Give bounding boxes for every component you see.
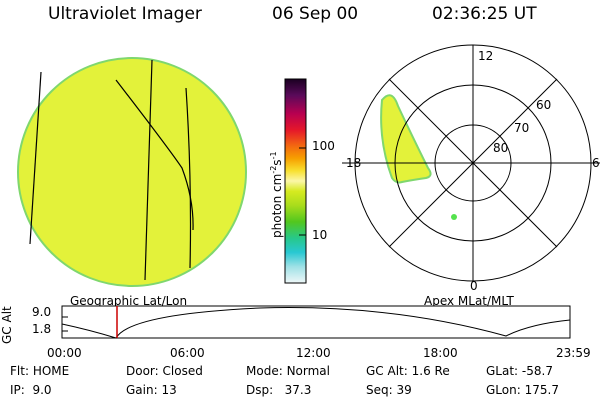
dsp-label: Dsp: (246, 383, 274, 397)
polar-grid (342, 44, 600, 282)
gc-alt-value: 1.6 Re (411, 364, 450, 378)
mlt-label-18: 18 (346, 156, 361, 170)
mlt-label-12: 12 (478, 49, 493, 63)
glon-info: GLon: 175.7 (486, 383, 559, 397)
gc-alt-label: GC Alt: (366, 364, 408, 378)
colorbar-tick-label-100: 100 (312, 139, 335, 153)
apex-label: Apex MLat/MLT (424, 294, 514, 308)
gc-alt-info: GC Alt: 1.6 Re (366, 364, 450, 378)
ip-label: IP: (10, 383, 25, 397)
glon-value: 175.7 (524, 383, 559, 397)
flight-info: Flt: HOME (10, 364, 69, 378)
altitude-tick-bottom: 1.8 (32, 322, 52, 336)
colorbar-units-text2: s (270, 159, 284, 166)
time-tick-2: 12:00 (296, 346, 331, 360)
seq-info: Seq: 39 (366, 383, 412, 397)
gain-label: Gain: (126, 383, 158, 397)
flight-label: Flt: (10, 364, 29, 378)
gain-info: Gain: 13 (126, 383, 177, 397)
mlt-label-0: 0 (470, 279, 478, 293)
geographic-image-panel (17, 57, 247, 287)
dsp-info: Dsp: 37.3 (246, 383, 311, 397)
aurora-emission-region (380, 94, 432, 184)
glon-label: GLon: (486, 383, 521, 397)
geographic-grid-lines (29, 59, 194, 281)
seq-value: 39 (396, 383, 412, 397)
altitude-axis-label: GC Alt (0, 306, 14, 344)
dsp-value: 37.3 (284, 383, 312, 397)
orbit-altitude-curve (61, 307, 571, 339)
aurora-emission-dot (451, 214, 457, 220)
mlt-label-6: 6 (592, 156, 600, 170)
ip-info: IP: 9.0 (10, 383, 52, 397)
glat-info: GLat: -58.7 (486, 364, 553, 378)
mode-info: Mode: Normal (246, 364, 330, 378)
lat-label-60: 60 (536, 98, 551, 112)
altitude-strip-frame (61, 305, 571, 339)
colorbar-tick-label-10: 10 (312, 228, 328, 242)
altitude-tick-top: 9.0 (32, 305, 52, 319)
door-info: Door: Closed (126, 364, 203, 378)
mode-value: Normal (286, 364, 330, 378)
mode-label: Mode: (246, 364, 283, 378)
colorbar-units-text: photon cm (270, 173, 284, 238)
time-label: 02:36:25 UT (432, 4, 537, 24)
instrument-title: Ultraviolet Imager (48, 4, 202, 24)
door-value: Closed (162, 364, 203, 378)
glat-value: -58.7 (521, 364, 553, 378)
colorbar-units-exp1: -2 (269, 165, 278, 174)
flight-value: HOME (32, 364, 70, 378)
colorbar (284, 78, 307, 284)
time-tick-3: 18:00 (423, 346, 458, 360)
lat-label-80: 80 (493, 141, 508, 155)
colorbar-units-label: photon cm-2s-1 (269, 151, 284, 238)
geographic-label: Geographic Lat/Lon (70, 294, 188, 308)
ip-value: 9.0 (32, 383, 52, 397)
time-tick-1: 06:00 (170, 346, 205, 360)
time-tick-0: 00:00 (47, 346, 82, 360)
gain-value: 13 (161, 383, 177, 397)
lat-label-70: 70 (514, 121, 529, 135)
time-tick-4: 23:59 (556, 346, 591, 360)
seq-label: Seq: (366, 383, 393, 397)
date-label: 06 Sep 00 (272, 4, 359, 24)
altitude-strip-plot (61, 305, 571, 339)
polar-mlat-mlt-plot: 12 18 6 0 60 70 80 (342, 44, 600, 293)
door-label: Door: (126, 364, 159, 378)
colorbar-units-exp2: -1 (269, 151, 278, 160)
uv-image-disk (17, 57, 247, 287)
glat-label: GLat: (486, 364, 519, 378)
